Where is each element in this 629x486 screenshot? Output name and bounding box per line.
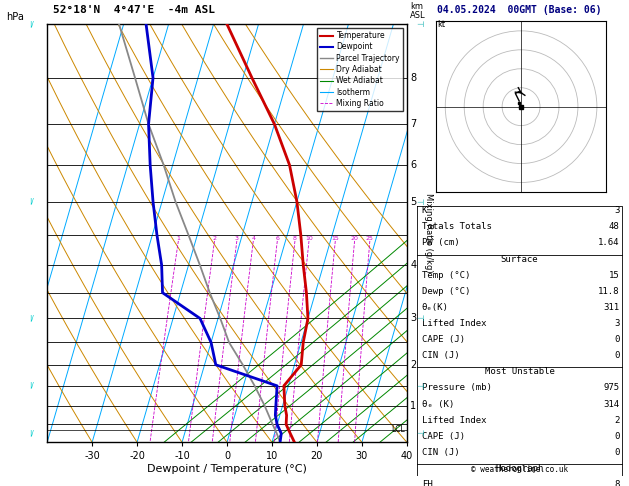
Text: Pressure (mb): Pressure (mb): [421, 383, 491, 392]
Text: 0: 0: [614, 448, 620, 457]
Text: © weatheronline.co.uk: © weatheronline.co.uk: [471, 465, 568, 474]
Text: 0: 0: [614, 335, 620, 344]
Text: CIN (J): CIN (J): [421, 448, 459, 457]
Text: 7: 7: [411, 119, 416, 129]
Text: 8: 8: [293, 236, 297, 241]
Text: 4: 4: [251, 236, 255, 241]
Text: Hodograph: Hodograph: [495, 464, 543, 473]
Text: $\dashv$: $\dashv$: [415, 429, 425, 438]
Text: Dewp (°C): Dewp (°C): [421, 287, 470, 296]
Text: $\dashv$: $\dashv$: [415, 313, 425, 324]
Text: 2: 2: [213, 236, 216, 241]
Text: 3: 3: [235, 236, 239, 241]
Text: 311: 311: [603, 303, 620, 312]
Text: Mixing Ratio (g/kg): Mixing Ratio (g/kg): [424, 193, 433, 273]
Text: EH: EH: [421, 480, 432, 486]
Text: 5: 5: [411, 197, 416, 207]
Text: |/: |/: [29, 430, 34, 437]
Text: 04.05.2024  00GMT (Base: 06): 04.05.2024 00GMT (Base: 06): [437, 5, 602, 15]
Text: |/: |/: [29, 21, 34, 28]
Text: 975: 975: [603, 383, 620, 392]
Text: CIN (J): CIN (J): [421, 351, 459, 360]
Text: CAPE (J): CAPE (J): [421, 432, 465, 441]
Text: 2: 2: [411, 360, 416, 370]
Text: 20: 20: [350, 236, 359, 241]
Text: $\dashv$: $\dashv$: [415, 197, 425, 207]
Text: 3: 3: [614, 319, 620, 328]
Legend: Temperature, Dewpoint, Parcel Trajectory, Dry Adiabat, Wet Adiabat, Isotherm, Mi: Temperature, Dewpoint, Parcel Trajectory…: [316, 28, 403, 111]
Text: 4: 4: [411, 260, 416, 270]
X-axis label: Dewpoint / Temperature (°C): Dewpoint / Temperature (°C): [147, 464, 307, 474]
Text: 0: 0: [614, 432, 620, 441]
Text: 11.8: 11.8: [598, 287, 620, 296]
Text: 25: 25: [366, 236, 374, 241]
Text: hPa: hPa: [6, 12, 24, 22]
Text: 0: 0: [614, 351, 620, 360]
Text: 3: 3: [614, 206, 620, 215]
Text: $\dashv$: $\dashv$: [415, 19, 425, 29]
Text: km
ASL: km ASL: [410, 2, 426, 20]
Text: Lifted Index: Lifted Index: [421, 416, 486, 425]
Text: Temp (°C): Temp (°C): [421, 271, 470, 279]
Text: 1: 1: [411, 400, 416, 411]
Text: LCL: LCL: [391, 425, 404, 434]
Text: 6: 6: [276, 236, 279, 241]
Text: 1.64: 1.64: [598, 239, 620, 247]
Text: Lifted Index: Lifted Index: [421, 319, 486, 328]
Text: PW (cm): PW (cm): [421, 239, 459, 247]
Text: |/: |/: [29, 382, 34, 389]
Text: kt: kt: [438, 20, 446, 29]
Text: θₑ (K): θₑ (K): [421, 399, 454, 409]
Text: θₑ(K): θₑ(K): [421, 303, 448, 312]
Text: Surface: Surface: [501, 255, 538, 263]
Text: |/: |/: [29, 198, 34, 205]
Text: $\dashv$: $\dashv$: [415, 381, 425, 391]
Text: 3: 3: [411, 313, 416, 324]
Text: 8: 8: [411, 73, 416, 83]
Text: CAPE (J): CAPE (J): [421, 335, 465, 344]
Text: |/: |/: [29, 315, 34, 322]
Text: 52°18'N  4°47'E  -4m ASL: 52°18'N 4°47'E -4m ASL: [53, 4, 216, 15]
Text: Totals Totals: Totals Totals: [421, 222, 491, 231]
Text: 48: 48: [609, 222, 620, 231]
Text: Most Unstable: Most Unstable: [484, 367, 554, 376]
Text: 10: 10: [305, 236, 313, 241]
Text: 15: 15: [331, 236, 339, 241]
Text: 2: 2: [614, 416, 620, 425]
Text: 8: 8: [614, 480, 620, 486]
Text: 314: 314: [603, 399, 620, 409]
Text: 6: 6: [411, 160, 416, 170]
Text: 15: 15: [609, 271, 620, 279]
Text: 1: 1: [176, 236, 181, 241]
Text: K: K: [421, 206, 427, 215]
